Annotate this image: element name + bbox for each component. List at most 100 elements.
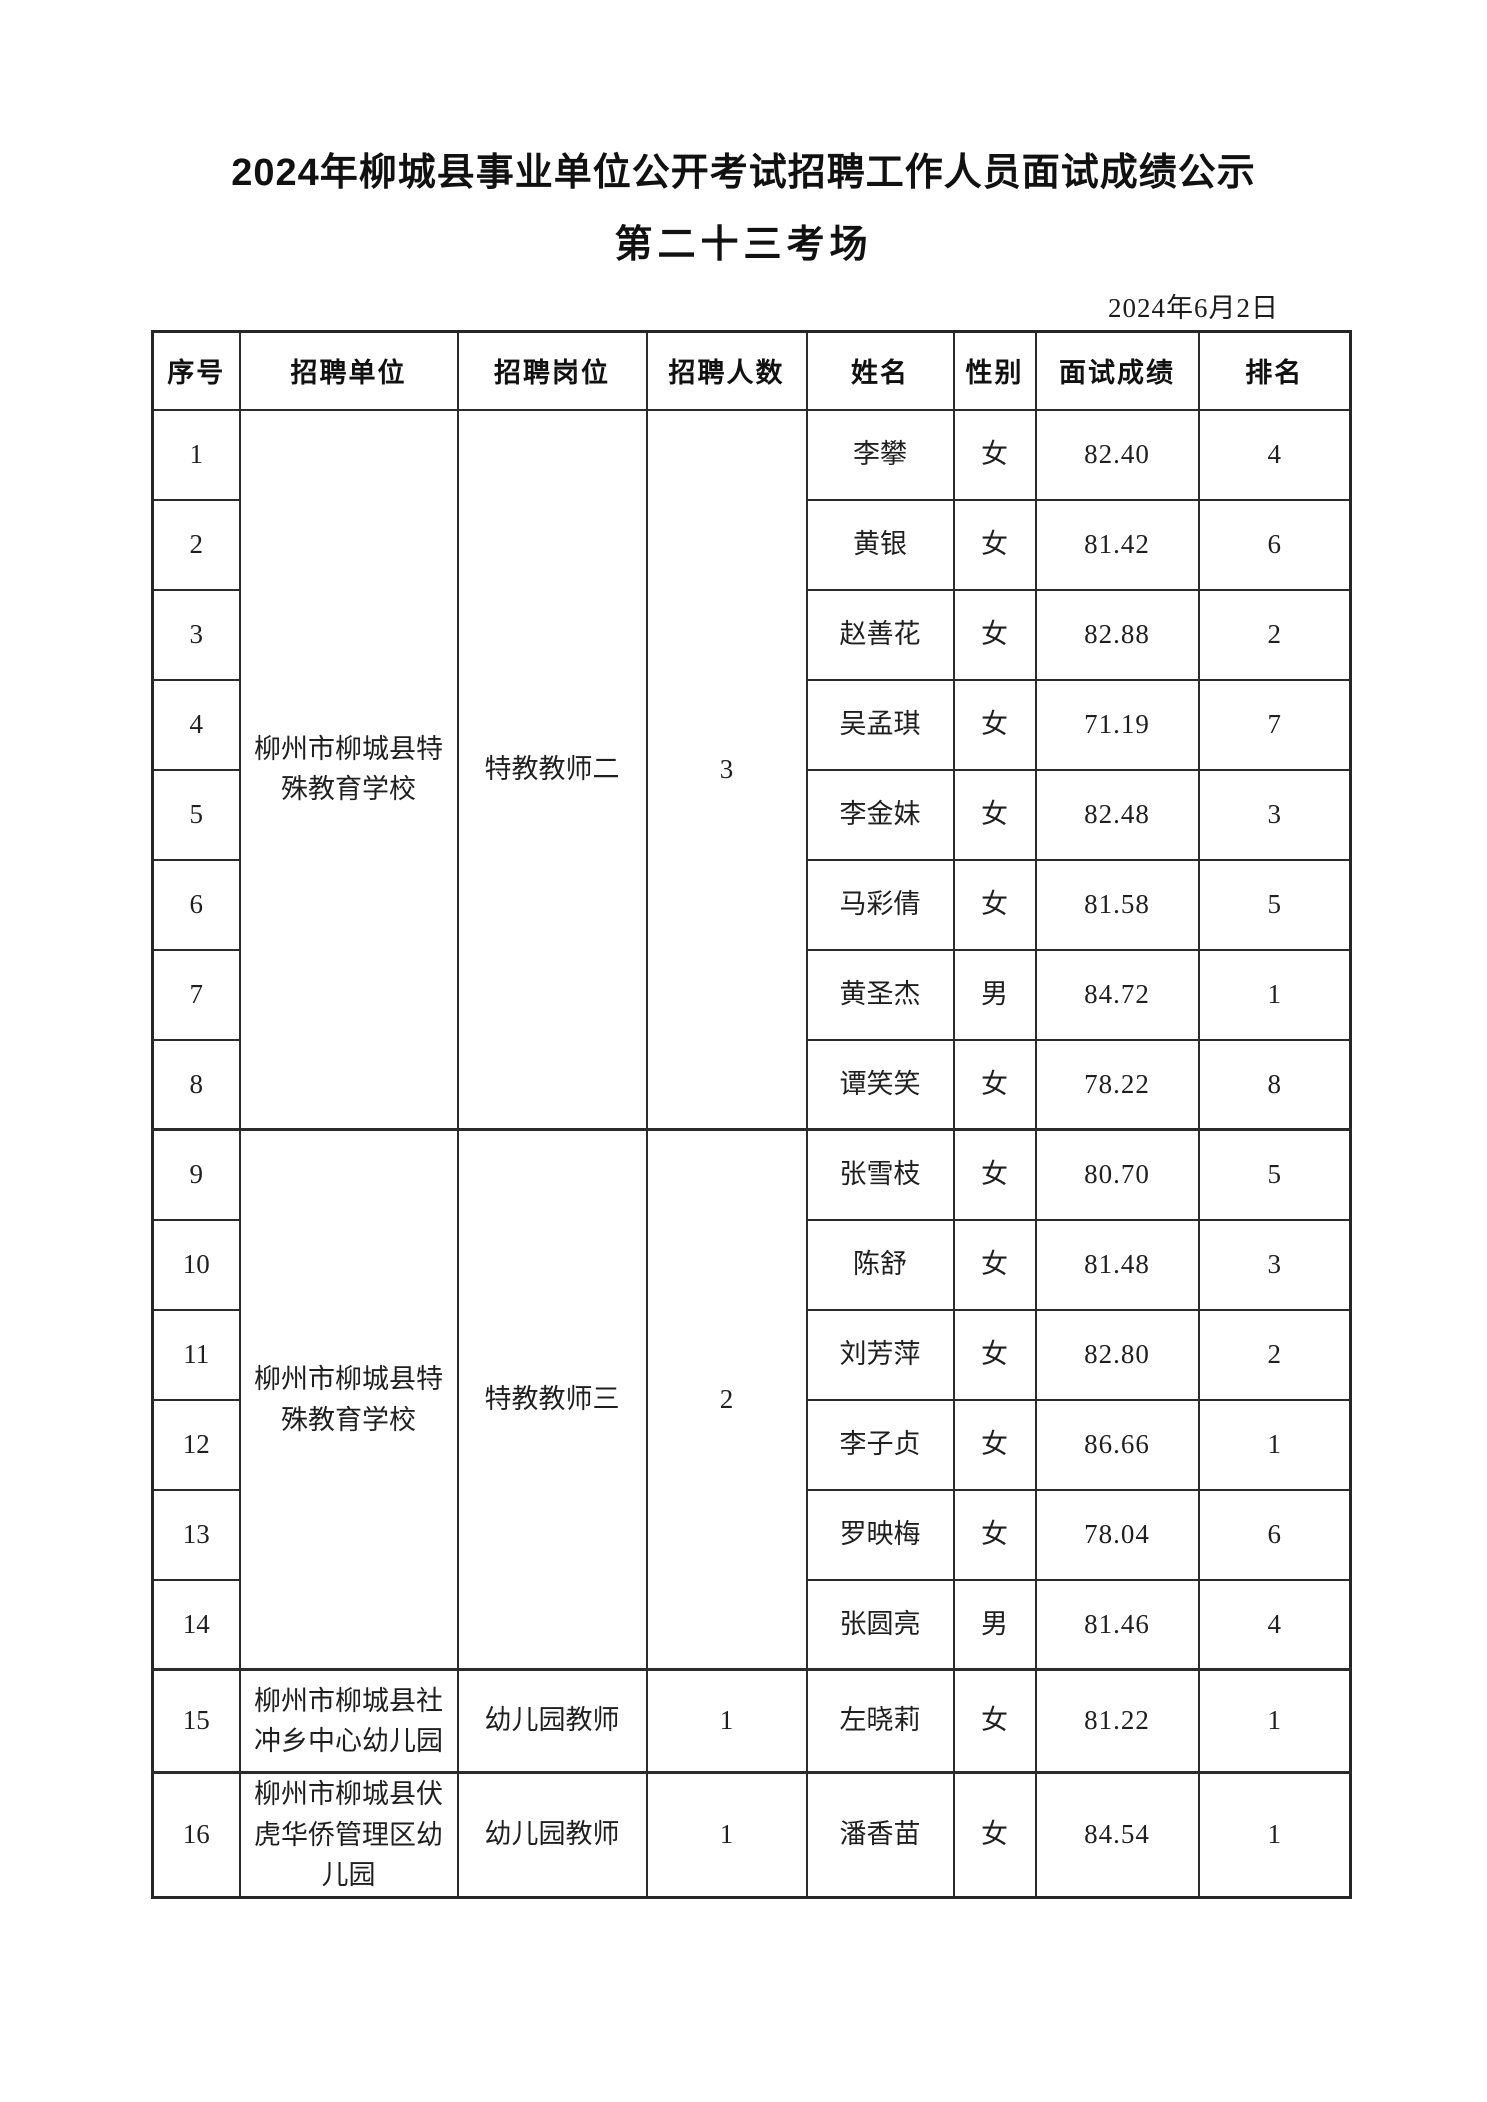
rank-cell: 6 xyxy=(1197,498,1352,591)
rank-cell: 3 xyxy=(1197,1218,1352,1311)
score-cell: 84.72 xyxy=(1034,948,1200,1041)
score-cell: 82.80 xyxy=(1034,1308,1200,1401)
name-cell: 刘芳萍 xyxy=(805,1308,955,1401)
header-score: 面试成绩 xyxy=(1034,330,1200,411)
gender-cell: 女 xyxy=(952,1668,1037,1774)
score-cell: 78.22 xyxy=(1034,1038,1200,1131)
score-cell: 71.19 xyxy=(1034,678,1200,771)
serial-cell: 2 xyxy=(151,498,241,591)
table-row: 12 李子贞 女 86.66 1 xyxy=(151,1398,1352,1491)
gender-cell: 女 xyxy=(952,1038,1037,1131)
name-cell: 陈舒 xyxy=(805,1218,955,1311)
gender-cell: 女 xyxy=(952,1308,1037,1401)
position-cell: 特教教师二 xyxy=(456,408,648,1131)
serial-cell: 13 xyxy=(151,1488,241,1581)
serial-cell: 3 xyxy=(151,588,241,681)
gender-cell: 女 xyxy=(952,678,1037,771)
table-row: 3 赵善花 女 82.88 2 xyxy=(151,588,1352,681)
table-row: 6 马彩倩 女 81.58 5 xyxy=(151,858,1352,951)
date-label: 2024年6月2日 xyxy=(1108,293,1279,323)
score-cell: 86.66 xyxy=(1034,1398,1200,1491)
unit-cell: 柳州市柳城县社冲乡中心幼儿园 xyxy=(238,1668,459,1774)
name-cell: 黄银 xyxy=(805,498,955,591)
score-cell: 81.42 xyxy=(1034,498,1200,591)
table-row: 11 刘芳萍 女 82.80 2 xyxy=(151,1308,1352,1401)
table-row: 10 陈舒 女 81.48 3 xyxy=(151,1218,1352,1311)
name-cell: 吴孟琪 xyxy=(805,678,955,771)
score-cell: 82.48 xyxy=(1034,768,1200,861)
page-subtitle: 第二十三考场 xyxy=(614,224,873,266)
rank-cell: 3 xyxy=(1197,768,1352,861)
rank-cell: 6 xyxy=(1197,1488,1352,1581)
rank-cell: 4 xyxy=(1197,408,1352,501)
gender-cell: 男 xyxy=(952,948,1037,1041)
name-cell: 罗映梅 xyxy=(805,1488,955,1581)
serial-cell: 16 xyxy=(151,1771,241,1898)
table-row: 9 柳州市柳城县特殊教育学校 特教教师三 2 张雪枝 女 80.70 5 xyxy=(151,1128,1352,1671)
name-cell: 李攀 xyxy=(805,408,955,501)
score-cell: 81.46 xyxy=(1034,1578,1200,1671)
score-cell: 84.54 xyxy=(1034,1771,1200,1898)
table-row: 4 吴孟琪 女 71.19 7 xyxy=(151,678,1352,771)
rank-cell: 1 xyxy=(1197,1398,1352,1491)
rank-cell: 8 xyxy=(1197,1038,1352,1131)
gender-cell: 女 xyxy=(952,768,1037,861)
page-title: 2024年柳城县事业单位公开考试招聘工作人员面试成绩公示 xyxy=(231,152,1256,194)
rank-cell: 7 xyxy=(1197,678,1352,771)
score-cell: 78.04 xyxy=(1034,1488,1200,1581)
rank-cell: 5 xyxy=(1197,858,1352,951)
serial-cell: 7 xyxy=(151,948,241,1041)
serial-cell: 14 xyxy=(151,1578,241,1671)
table-row: 1 柳州市柳城县特殊教育学校 特教教师二 3 李攀 女 82.40 4 xyxy=(151,408,1352,1131)
gender-cell: 女 xyxy=(952,1771,1037,1898)
rank-cell: 1 xyxy=(1197,1771,1352,1898)
name-cell: 潘香苗 xyxy=(805,1771,955,1898)
header-name: 姓名 xyxy=(805,330,955,411)
score-cell: 81.22 xyxy=(1034,1668,1200,1774)
position-cell: 幼儿园教师 xyxy=(456,1771,648,1898)
gender-cell: 女 xyxy=(952,858,1037,951)
rank-cell: 5 xyxy=(1197,1128,1352,1221)
table-row: 15 柳州市柳城县社冲乡中心幼儿园 幼儿园教师 1 左晓莉 女 81.22 1 xyxy=(151,1668,1352,1774)
score-cell: 81.48 xyxy=(1034,1218,1200,1311)
serial-cell: 6 xyxy=(151,858,241,951)
serial-cell: 12 xyxy=(151,1398,241,1491)
table-row: 2 黄银 女 81.42 6 xyxy=(151,498,1352,591)
score-cell: 80.70 xyxy=(1034,1128,1200,1221)
header-unit: 招聘单位 xyxy=(238,330,459,411)
name-cell: 左晓莉 xyxy=(805,1668,955,1774)
serial-cell: 15 xyxy=(151,1668,241,1774)
serial-cell: 8 xyxy=(151,1038,241,1131)
header-serial: 序号 xyxy=(151,330,241,411)
table-row: 14 张圆亮 男 81.46 4 xyxy=(151,1578,1352,1671)
rank-cell: 2 xyxy=(1197,1308,1352,1401)
rank-cell: 2 xyxy=(1197,588,1352,681)
position-cell: 幼儿园教师 xyxy=(456,1668,648,1774)
header-rank: 排名 xyxy=(1197,330,1352,411)
unit-cell: 柳州市柳城县特殊教育学校 xyxy=(238,1128,459,1671)
name-cell: 李子贞 xyxy=(805,1398,955,1491)
gender-cell: 女 xyxy=(952,588,1037,681)
table-row: 16 柳州市柳城县伏虎华侨管理区幼儿园 幼儿园教师 1 潘香苗 女 84.54 … xyxy=(151,1771,1352,1898)
score-cell: 82.88 xyxy=(1034,588,1200,681)
unit-cell: 柳州市柳城县伏虎华侨管理区幼儿园 xyxy=(238,1771,459,1898)
rank-cell: 1 xyxy=(1197,948,1352,1041)
gender-cell: 女 xyxy=(952,1398,1037,1491)
gender-cell: 女 xyxy=(952,498,1037,591)
position-cell: 特教教师三 xyxy=(456,1128,648,1671)
unit-cell: 柳州市柳城县特殊教育学校 xyxy=(238,408,459,1131)
rank-cell: 1 xyxy=(1197,1668,1352,1774)
count-cell: 1 xyxy=(645,1668,808,1774)
table-row: 7 黄圣杰 男 84.72 1 xyxy=(151,948,1352,1041)
table-header-row: 序号 招聘单位 招聘岗位 招聘人数 姓名 性别 面试成绩 排名 xyxy=(151,330,1352,411)
gender-cell: 女 xyxy=(952,1218,1037,1311)
table-row: 8 谭笑笑 女 78.22 8 xyxy=(151,1038,1352,1131)
serial-cell: 10 xyxy=(151,1218,241,1311)
name-cell: 马彩倩 xyxy=(805,858,955,951)
gender-cell: 女 xyxy=(952,1488,1037,1581)
gender-cell: 男 xyxy=(952,1578,1037,1671)
rank-cell: 4 xyxy=(1197,1578,1352,1671)
header-position: 招聘岗位 xyxy=(456,330,648,411)
name-cell: 黄圣杰 xyxy=(805,948,955,1041)
count-cell: 2 xyxy=(645,1128,808,1671)
